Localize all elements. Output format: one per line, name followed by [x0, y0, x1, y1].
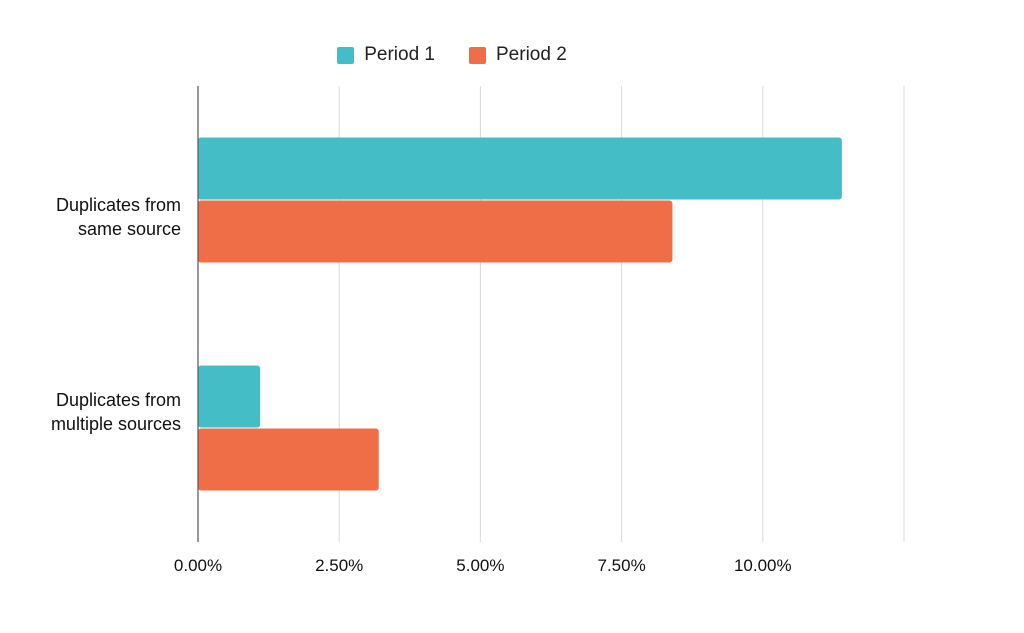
bar-period-1-cat-0: [198, 137, 842, 200]
legend-label-period-2: Period 2: [496, 44, 567, 65]
x-tick-label-0: 0.00%: [174, 556, 222, 575]
category-label-multiple-sources: Duplicates from multiple sources: [50, 390, 181, 434]
legend: Period 1 Period 2: [0, 44, 964, 66]
x-tick-label-4: 10.00%: [734, 556, 792, 575]
legend-swatch-period-2: [469, 46, 486, 64]
bar-period-1-cat-1: [198, 365, 261, 428]
x-tick-label-1: 2.50%: [315, 556, 363, 575]
legend-label-period-1: Period 1: [364, 44, 435, 65]
bar-period-2-cat-0: [198, 200, 673, 263]
x-tick-label-2: 5.00%: [456, 556, 504, 575]
bar-period-2-cat-1: [198, 428, 379, 491]
legend-swatch-period-1: [337, 46, 355, 64]
legend-item-period-1: Period 1: [337, 44, 435, 66]
category-label-same-source: Duplicates from same source: [55, 195, 181, 239]
legend-item-period-2: Period 2: [469, 44, 567, 66]
x-tick-label-3: 7.50%: [597, 556, 645, 575]
